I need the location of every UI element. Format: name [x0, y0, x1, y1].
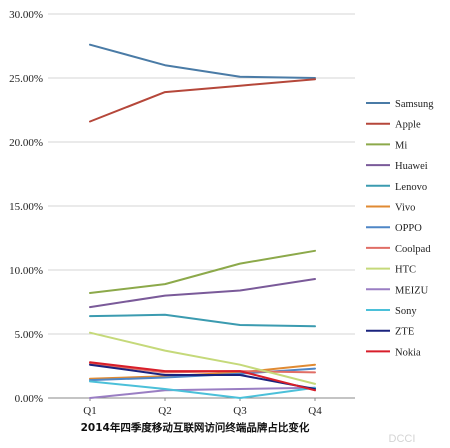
y-axis-tick-labels: 0.00% 5.00% 10.00% 15.00% 20.00% 25.00% 30.00%: [9, 9, 43, 405]
legend-label-coolpad: Coolpad: [395, 244, 431, 255]
legend-label-vivo: Vivo: [395, 203, 415, 214]
legend-label-sony: Sony: [395, 306, 417, 317]
y-tick-label: 15.00%: [9, 201, 43, 213]
legend-label-mi: Mi: [395, 140, 407, 151]
legend: Samsung Apple Mi Huawei Lenovo Vivo OPPO Coolpa…: [366, 99, 434, 358]
legend-label-zte: ZTE: [395, 327, 414, 338]
y-tick-label: 25.00%: [9, 73, 43, 85]
series-line-htc: [89, 331, 316, 385]
series-line-sony: [89, 380, 316, 399]
series-line-mi: [89, 249, 316, 294]
x-tick-label: Q1: [83, 405, 96, 417]
legend-label-oppo: OPPO: [395, 223, 422, 234]
legend-label-nokia: Nokia: [395, 347, 421, 358]
y-tick-label: 0.00%: [15, 393, 43, 405]
series-lines: [89, 43, 316, 399]
y-tick-label: 10.00%: [9, 265, 43, 277]
series-line-nokia: [89, 361, 316, 392]
x-tick-label: Q2: [158, 405, 171, 417]
series-line-meizu: [89, 386, 316, 399]
series-line-apple: [89, 78, 316, 123]
x-tick-label: Q4: [308, 405, 322, 417]
legend-label-htc: HTC: [395, 265, 416, 276]
legend-label-lenovo: Lenovo: [395, 182, 427, 193]
legend-label-meizu: MEIZU: [395, 285, 429, 296]
watermark-logo: DCCI: [389, 433, 416, 445]
series-line-zte: [89, 363, 316, 390]
series-line-samsung: [89, 43, 316, 79]
series-line-huawei: [89, 278, 316, 309]
legend-label-apple: Apple: [395, 120, 421, 131]
series-line-lenovo: [89, 313, 316, 328]
legend-label-huawei: Huawei: [395, 161, 428, 172]
y-tick-label: 20.00%: [9, 137, 43, 149]
x-axis-tick-labels: Q1 Q2 Q3 Q4: [83, 398, 322, 417]
y-tick-label: 5.00%: [15, 329, 43, 341]
chart-title: 2014年四季度移动互联网访问终端品牌占比变化: [81, 421, 310, 434]
y-tick-label: 30.00%: [9, 9, 43, 21]
legend-label-samsung: Samsung: [395, 99, 434, 110]
x-tick-label: Q3: [233, 405, 247, 417]
